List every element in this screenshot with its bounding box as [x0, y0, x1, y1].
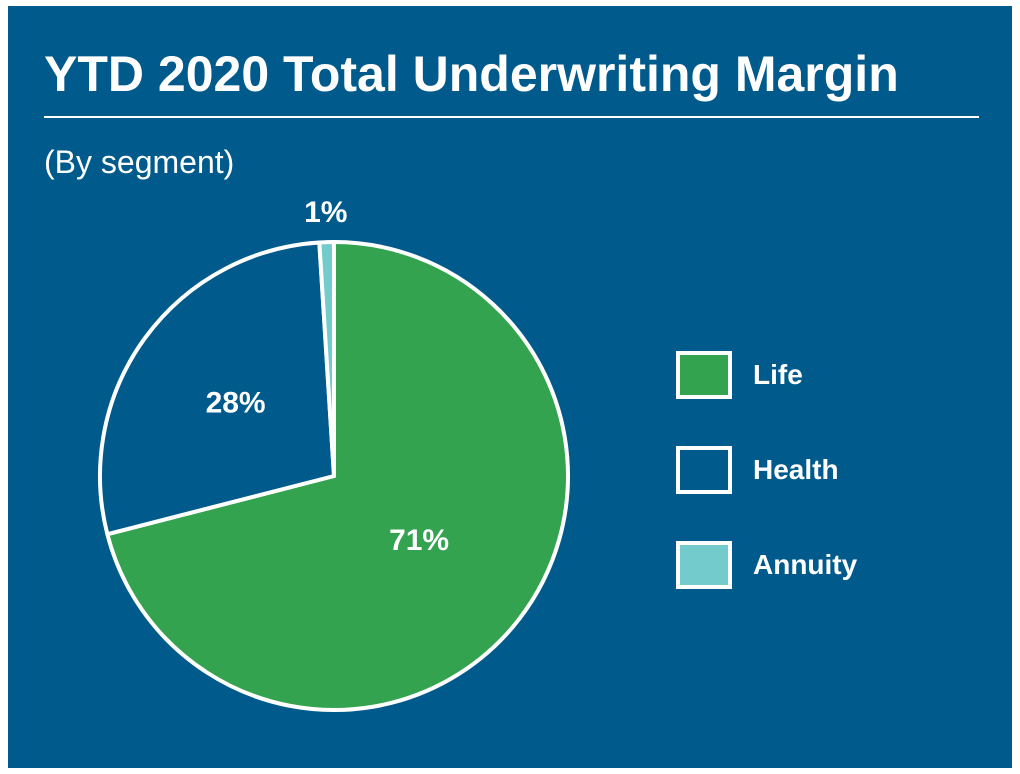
pie-slice-annuity [317, 239, 336, 478]
pie-slice-life [105, 240, 570, 712]
pie-chart: 71% 28% 1% [98, 196, 570, 712]
title-divider [44, 116, 979, 118]
legend-swatch-life [676, 351, 732, 399]
legend-label-health: Health [753, 454, 839, 485]
legend-label-annuity: Annuity [753, 549, 858, 580]
pie-label-annuity: 1% [304, 196, 347, 229]
chart-title: YTD 2020 Total Underwriting Margin [44, 46, 899, 102]
legend-swatch-health [676, 446, 732, 494]
pie-label-health: 28% [206, 386, 266, 419]
legend-swatch-annuity [676, 541, 732, 589]
chart-subtitle: (By segment) [44, 144, 235, 180]
pie-slice-health [98, 240, 336, 537]
legend-label-life: Life [753, 359, 803, 390]
pie-label-life: 71% [389, 524, 449, 557]
chart-panel: YTD 2020 Total Underwriting Margin (By s… [8, 6, 1012, 768]
